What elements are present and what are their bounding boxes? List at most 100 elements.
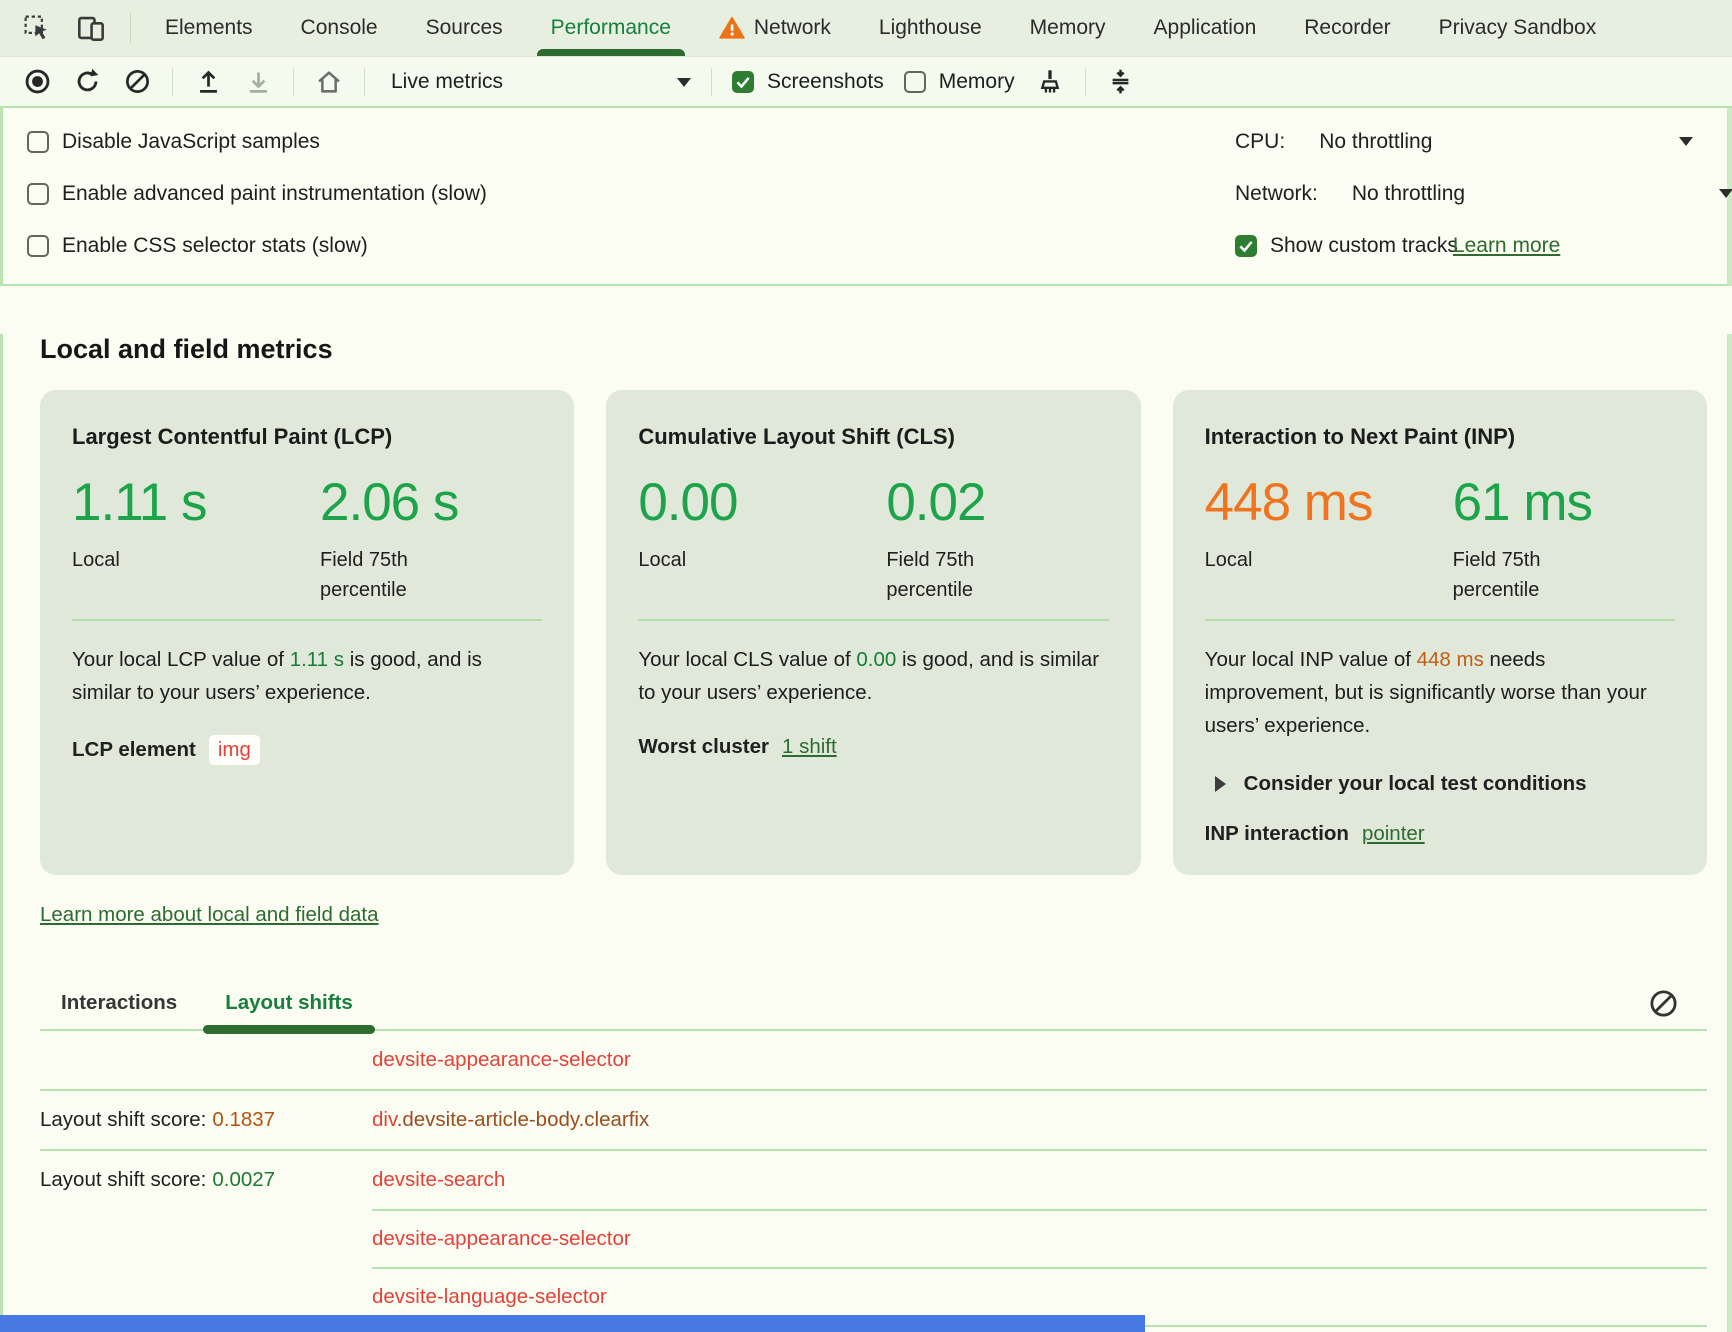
- settings-checkbox-column: Disable JavaScript samples Enable advanc…: [27, 116, 487, 272]
- memory-checkbox[interactable]: [903, 70, 926, 93]
- screenshots-label: Screenshots: [767, 69, 884, 93]
- lcp-element-label: LCP element: [72, 738, 196, 761]
- tab-application[interactable]: Application: [1133, 0, 1278, 56]
- tab-recorder[interactable]: Recorder: [1283, 0, 1411, 56]
- element-link[interactable]: div.devsite-article-body.clearfix: [372, 1108, 650, 1131]
- tab-label: Recorder: [1304, 16, 1391, 39]
- toolbar-separator: [172, 67, 173, 96]
- panel-mode-select[interactable]: Live metrics: [385, 70, 691, 94]
- tab-label: Sources: [425, 16, 503, 39]
- cpu-label: CPU:: [1235, 130, 1286, 153]
- tab-interactions[interactable]: Interactions: [59, 977, 179, 1029]
- custom-tracks-checkbox[interactable]: [1235, 235, 1257, 257]
- cls-field-value: 0.02: [886, 473, 986, 532]
- cpu-throttling-select[interactable]: CPU: No throttling: [1235, 116, 1727, 168]
- metric-cards: Largest Contentful Paint (LCP) 1.11 s Lo…: [40, 390, 1707, 875]
- collapse-icon[interactable]: [1106, 67, 1136, 97]
- tab-label: Console: [300, 16, 378, 39]
- disable-js-samples-checkbox[interactable]: [27, 131, 49, 153]
- cls-footer: Worst cluster 1 shift: [638, 735, 1108, 759]
- lcp-inline-value: 1.11 s: [289, 648, 345, 671]
- tab-elements[interactable]: Elements: [144, 0, 274, 56]
- inp-description: Your local INP value of 448 ms needs imp…: [1204, 648, 1647, 737]
- disclosure-triangle-icon: [1214, 776, 1226, 792]
- tab-performance[interactable]: Performance: [530, 0, 692, 56]
- inspect-element-icon[interactable]: [22, 13, 52, 43]
- tab-label: Lighthouse: [878, 16, 982, 39]
- download-profile-icon[interactable]: [243, 67, 273, 97]
- custom-tracks-learn-more-link[interactable]: Learn more: [1452, 234, 1561, 257]
- table-row: devsite-language-selector: [40, 1267, 1707, 1325]
- lcp-local-label: Local: [72, 549, 120, 571]
- toolbar-separator: [364, 67, 365, 96]
- tab-console[interactable]: Console: [280, 0, 399, 56]
- css-selector-stats-checkbox[interactable]: [27, 235, 49, 257]
- warning-icon: [719, 15, 745, 41]
- worst-cluster-label: Worst cluster: [638, 735, 769, 758]
- table-row: Layout shift score: 0.0027 devsite-searc…: [40, 1149, 1707, 1209]
- lcp-element-link[interactable]: img: [208, 735, 260, 765]
- tab-privacy-sandbox[interactable]: Privacy Sandbox: [1418, 0, 1618, 56]
- cls-field-label: Field 75th percentile: [886, 549, 975, 601]
- tab-label: Layout shifts: [225, 991, 353, 1014]
- toolbar-separator: [1084, 67, 1086, 96]
- tab-label: Performance: [550, 16, 671, 39]
- inp-field-label: Field 75th percentile: [1452, 549, 1541, 601]
- network-throttling-select[interactable]: Network: No throttling: [1235, 168, 1732, 220]
- inp-card: Interaction to Next Paint (INP) 448 ms L…: [1172, 390, 1707, 875]
- check-icon: [1239, 241, 1253, 253]
- worst-cluster-link[interactable]: 1 shift: [781, 735, 837, 758]
- throttling-column: CPU: No throttling Network: No throttlin…: [1235, 116, 1732, 272]
- layout-shifts-table: devsite-appearance-selector Layout shift…: [40, 1031, 1707, 1332]
- screenshots-checkbox[interactable]: [732, 70, 754, 93]
- lcp-local-value: 1.11 s: [72, 473, 207, 532]
- reload-record-icon[interactable]: [72, 67, 102, 97]
- gc-brush-icon[interactable]: [1035, 67, 1065, 97]
- disable-js-samples-toggle[interactable]: Disable JavaScript samples: [27, 116, 487, 168]
- learn-more-field-data-link[interactable]: Learn more about local and field data: [40, 903, 379, 926]
- table-row: Layout shift score: 0.1837 div.devsite-a…: [40, 1089, 1707, 1149]
- bottom-scrollbar[interactable]: [0, 1315, 1145, 1332]
- inp-interaction-label: INP interaction: [1204, 822, 1349, 845]
- upload-profile-icon[interactable]: [193, 67, 223, 97]
- clear-icon[interactable]: [122, 67, 152, 97]
- devtools-tabbar: Elements Console Sources Performance Net…: [0, 0, 1732, 57]
- cls-description: Your local CLS value of 0.00 is good, an…: [638, 648, 1100, 704]
- tab-memory[interactable]: Memory: [1009, 0, 1127, 56]
- element-link[interactable]: devsite-language-selector: [372, 1285, 607, 1308]
- custom-tracks-label: Show custom tracks: [1270, 234, 1458, 257]
- element-link[interactable]: devsite-search: [372, 1168, 506, 1191]
- advanced-paint-toggle[interactable]: Enable advanced paint instrumentation (s…: [27, 168, 487, 220]
- tab-layout-shifts[interactable]: Layout shifts: [203, 977, 375, 1034]
- element-link[interactable]: devsite-appearance-selector: [372, 1048, 631, 1071]
- element-link[interactable]: devsite-appearance-selector: [372, 1227, 631, 1250]
- cls-local-value: 0.00: [638, 473, 738, 532]
- memory-toggle[interactable]: Memory: [903, 69, 1015, 94]
- lcp-footer: LCP element img: [72, 735, 542, 765]
- clear-log-icon[interactable]: [1648, 988, 1679, 1019]
- cls-inline-value: 0.00: [856, 648, 897, 671]
- advanced-paint-checkbox[interactable]: [27, 183, 49, 205]
- css-selector-stats-label: Enable CSS selector stats (slow): [62, 234, 368, 257]
- tab-lighthouse[interactable]: Lighthouse: [858, 0, 1003, 56]
- home-icon[interactable]: [314, 67, 344, 97]
- css-selector-stats-toggle[interactable]: Enable CSS selector stats (slow): [27, 220, 487, 272]
- screenshots-toggle[interactable]: Screenshots: [732, 70, 884, 94]
- inp-local-label: Local: [1204, 549, 1253, 571]
- memory-label: Memory: [938, 69, 1015, 93]
- record-icon[interactable]: [22, 67, 52, 97]
- tab-sources[interactable]: Sources: [405, 0, 524, 56]
- tab-label: Elements: [165, 16, 253, 39]
- device-toolbar-icon[interactable]: [76, 13, 106, 43]
- inp-interaction-link[interactable]: pointer: [1361, 822, 1425, 845]
- local-test-conditions-expander[interactable]: Consider your local test conditions: [1205, 772, 1675, 796]
- tab-network[interactable]: Network: [698, 0, 852, 56]
- performance-settings: Disable JavaScript samples Enable advanc…: [0, 108, 1732, 286]
- cls-card: Cumulative Layout Shift (CLS) 0.00 Local…: [606, 390, 1141, 875]
- advanced-paint-label: Enable advanced paint instrumentation (s…: [62, 182, 487, 205]
- tabbar-separator: [130, 13, 131, 43]
- table-row: devsite-appearance-selector: [40, 1209, 1707, 1267]
- network-label: Network:: [1235, 182, 1318, 205]
- tab-label: Interactions: [61, 991, 178, 1014]
